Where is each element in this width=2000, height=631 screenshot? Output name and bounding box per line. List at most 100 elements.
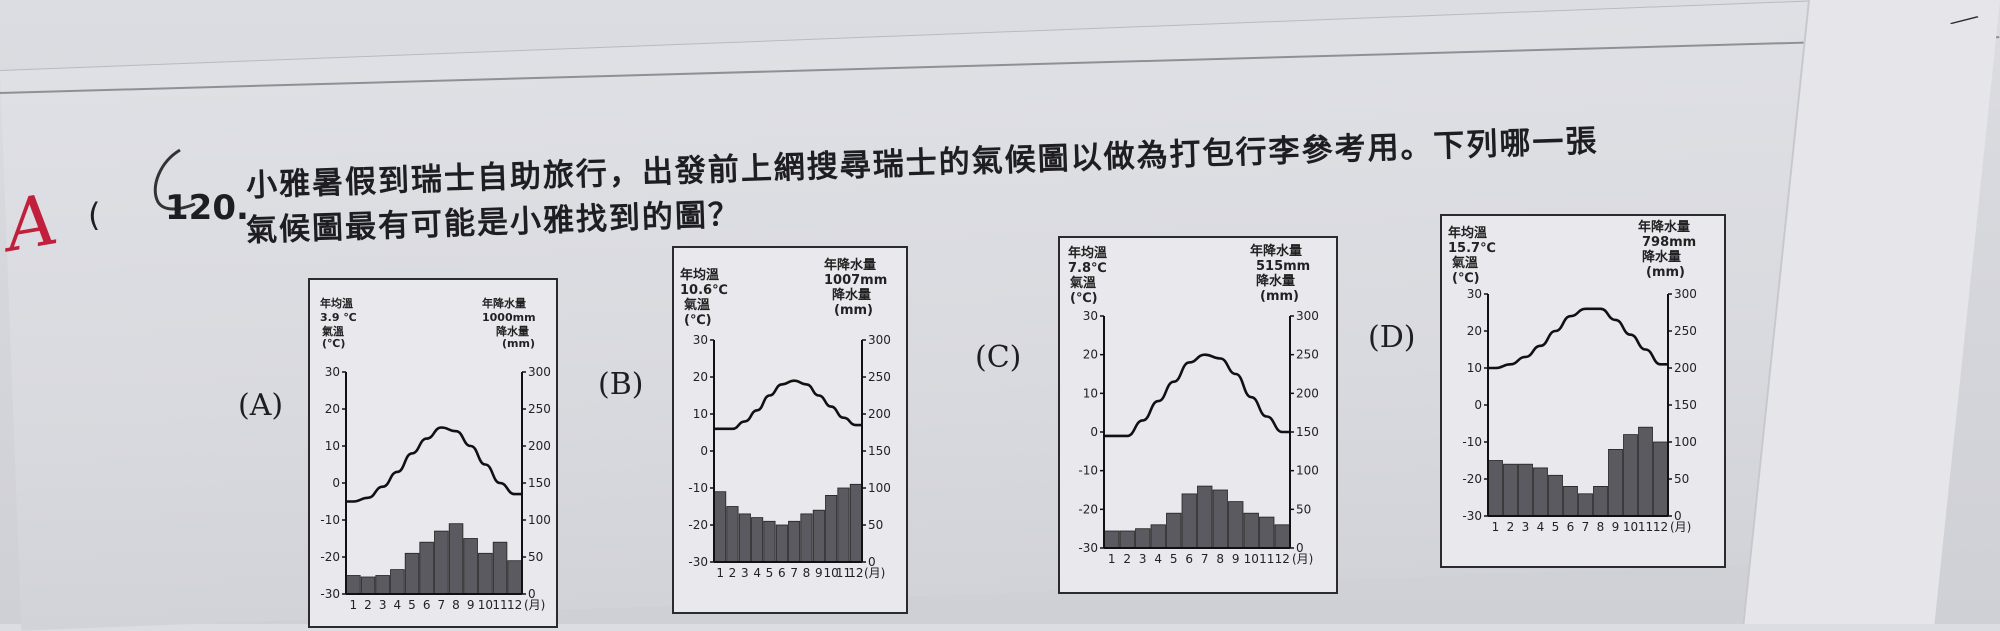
month-label: 8 [1216,552,1224,566]
precipitation-bar [1274,524,1290,549]
precipitation-bar [434,530,449,595]
temp-tick-label: 20 [325,402,340,416]
month-label: 8 [803,566,811,580]
month-label: 3 [1139,552,1147,566]
option-label-c: (C) [975,340,1022,375]
precipitation-bar [763,520,776,563]
option-label-a: (A) [238,388,284,423]
annual-rain-label: 年降水量 [482,297,526,310]
month-label: 9 [1232,552,1240,566]
month-label: 4 [394,598,402,612]
precipitation-bar [419,541,434,595]
rain-tick-label: 250 [528,402,551,416]
month-label: 4 [1537,520,1545,534]
rain-tick-label: 0 [528,587,536,601]
precipitation-bar [775,524,788,563]
precipitation-bar [346,575,361,595]
month-label: 11 [836,566,851,580]
temp-axis-unit: (℃) [1452,271,1480,286]
temp-tick-label: -30 [1462,509,1482,523]
rain-tick-label: 100 [1674,435,1697,449]
month-label: 5 [1552,520,1560,534]
month-label: 5 [1170,552,1178,566]
temp-tick-label: -30 [1078,541,1098,555]
annual-temp-value: 10.6℃ [680,283,728,298]
annual-temp-value: 15.7℃ [1448,241,1496,256]
annual-rain-value: 1007mm [824,273,888,288]
month-label: 10 [1623,520,1638,534]
rain-tick-label: 50 [1296,502,1311,516]
month-label: 1 [350,598,358,612]
temp-tick-label: 30 [1083,309,1098,323]
month-label: 10 [478,598,493,612]
precipitation-bar [1593,485,1608,517]
precipitation-bar [404,552,420,595]
month-label: 7 [1201,552,1209,566]
month-label: 11 [1638,520,1653,534]
temp-axis-label: 氣溫 [684,298,711,313]
climate-chart-d: 年均溫 15.7℃ 氣溫 (℃) 年降水量 798mm 降水量 (mm) 30 2… [1440,214,1726,568]
temp-tick-label: 10 [693,407,708,421]
month-label: 6 [423,598,431,612]
precipitation-bar [726,506,739,563]
precipitation-bar [1533,467,1548,517]
temp-tick-label: 20 [1467,324,1482,338]
temp-tick-label: 0 [1090,425,1098,439]
rain-tick-label: 50 [868,518,883,532]
temp-tick-label: 10 [1083,386,1098,400]
precipitation-bar [1212,489,1228,549]
month-label: 12 [507,598,522,612]
rain-axis-label: 降水量 [496,325,529,338]
precipitation-bar [1488,460,1503,517]
month-label: 1 [716,566,724,580]
answer-paren: ( [88,196,101,234]
temperature-line [1104,353,1290,438]
temp-axis-label: 氣溫 [1070,276,1097,291]
temperature-line [714,379,862,431]
rain-tick-label: 300 [528,365,551,379]
month-label: 6 [1185,552,1193,566]
temp-tick-label: 10 [1467,361,1482,375]
rain-tick-label: 0 [868,555,876,569]
precipitation-bar [1548,474,1563,517]
rain-axis-unit: (mm) [502,337,535,350]
month-unit-label: (月) [524,598,545,612]
precipitation-bar [448,523,464,595]
temp-tick-label: -10 [688,481,708,495]
precipitation-bar [1608,448,1623,517]
month-label: 7 [438,598,446,612]
month-label: 2 [729,566,737,580]
precipitation-bar [360,576,376,595]
month-label: 9 [467,598,475,612]
month-label: 8 [1597,520,1605,534]
climate-chart-c: 年均溫 7.8℃ 氣溫 (℃) 年降水量 515mm 降水量 (mm) 30 20… [1058,236,1338,594]
precipitation-bar [751,517,764,563]
precipitation-bar [1150,524,1166,549]
rain-tick-label: 200 [1674,361,1697,375]
precipitation-bar [714,491,727,563]
month-unit-label: (月) [1292,552,1313,566]
temp-axis-unit: (℃) [1070,291,1098,306]
month-label: 7 [790,566,798,580]
rain-tick-label: 100 [1296,464,1319,478]
rain-tick-label: 50 [1674,472,1689,486]
precipitation-bar [1197,485,1213,549]
annual-temp-label: 年均溫 [320,297,353,310]
month-label: 9 [1612,520,1620,534]
temp-tick-label: -20 [1078,502,1098,516]
climate-chart-b: 年均溫 10.6℃ 氣溫 (℃) 年降水量 1007mm 降水量 (mm) 30… [672,246,908,614]
annual-rain-label: 年降水量 [824,258,877,273]
precipitation-bar [812,509,825,563]
option-label-b: (B) [598,367,644,402]
temp-tick-label: 0 [700,444,708,458]
month-label: 2 [1507,520,1515,534]
rain-tick-label: 100 [528,513,551,527]
pencil-mark [153,148,196,211]
rain-axis-label: 降水量 [1256,274,1296,289]
precipitation-bar [507,560,522,595]
temp-tick-label: 30 [325,365,340,379]
temp-tick-label: -20 [1462,472,1482,486]
month-label: 1 [1108,552,1116,566]
option-label-d: (D) [1368,320,1416,355]
annual-temp-label: 年均溫 [1448,226,1488,241]
